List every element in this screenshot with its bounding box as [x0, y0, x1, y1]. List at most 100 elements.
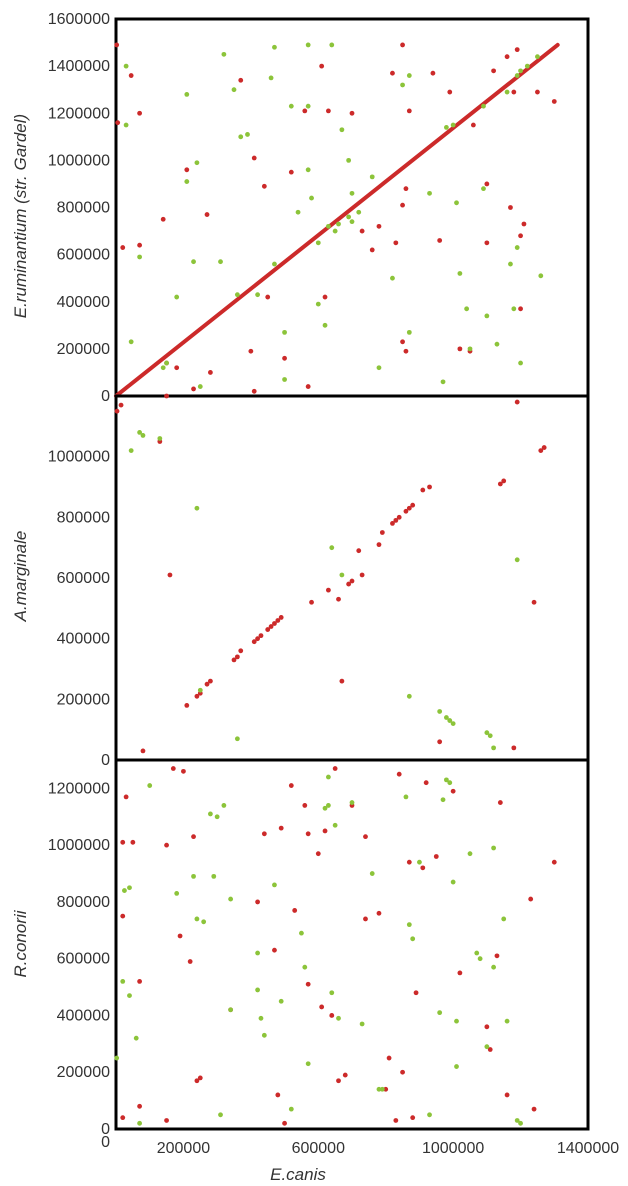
green-data-point	[524, 63, 530, 69]
green-data-point	[501, 916, 507, 922]
green-data-point	[437, 1010, 443, 1016]
green-data-point	[484, 1044, 490, 1050]
red-data-point	[261, 831, 267, 837]
red-data-point	[305, 384, 311, 389]
red-data-point	[118, 402, 124, 408]
green-data-point	[477, 956, 483, 962]
red-data-point	[437, 739, 443, 745]
green-data-point	[447, 718, 453, 723]
red-data-point	[137, 242, 143, 248]
green-data-point	[504, 89, 510, 95]
red-data-point	[268, 624, 274, 629]
y-tick-label: 1000000	[48, 837, 110, 854]
red-data-point	[393, 517, 399, 523]
green-data-point	[450, 122, 456, 128]
x-axis-title: E.canis	[270, 1165, 326, 1184]
y-tick-label: 1200000	[48, 105, 110, 122]
green-data-point	[447, 780, 453, 786]
green-data-point	[406, 73, 412, 78]
green-data-point	[390, 275, 395, 281]
green-data-point	[305, 1061, 311, 1067]
green-data-point	[518, 68, 523, 74]
red-data-point	[319, 1004, 325, 1010]
green-data-point	[245, 132, 250, 137]
red-data-point	[208, 370, 213, 375]
red-data-point	[305, 831, 311, 837]
red-data-point	[406, 505, 412, 511]
red-data-point	[191, 834, 196, 840]
panel-marginale: 0 200000 400000 600000 800000 1000000	[48, 393, 590, 769]
green-data-point	[437, 709, 443, 714]
green-data-point	[450, 879, 456, 885]
green-data-point	[228, 896, 234, 902]
green-data-point	[440, 797, 446, 803]
red-data-point	[258, 633, 264, 639]
y-tick-label: 600000	[57, 570, 110, 587]
red-data-point	[497, 481, 503, 487]
red-data-point	[427, 484, 432, 490]
green-data-point	[346, 214, 352, 220]
green-data-point	[538, 273, 544, 279]
red-data-point	[265, 627, 271, 632]
y-axis-title-ruminantium: E.ruminantium (str. Gardel)	[11, 114, 30, 318]
green-data-point	[514, 73, 520, 78]
green-data-point	[322, 322, 328, 328]
green-data-point	[128, 448, 134, 453]
red-data-point	[336, 596, 341, 602]
red-data-point	[261, 183, 267, 189]
green-data-point	[305, 103, 311, 109]
green-data-point	[467, 851, 473, 857]
x-tick-label: 0	[101, 1134, 110, 1151]
y-tick-label: 0	[101, 1121, 110, 1138]
red-data-point	[302, 803, 308, 808]
red-data-point	[349, 578, 355, 584]
red-data-point	[393, 240, 399, 246]
red-data-point	[494, 953, 500, 959]
green-data-point	[427, 1112, 432, 1118]
green-data-point	[487, 733, 493, 739]
red-data-point	[255, 636, 260, 642]
green-data-point	[491, 845, 496, 851]
red-data-point	[120, 1115, 126, 1121]
green-data-point	[194, 916, 200, 922]
red-data-point	[457, 970, 463, 976]
green-data-point	[288, 103, 294, 109]
red-data-point	[420, 865, 426, 871]
green-data-point	[238, 134, 244, 140]
green-data-point	[128, 339, 134, 345]
red-data-point	[164, 842, 169, 848]
red-data-point	[528, 896, 534, 902]
green-data-point	[218, 259, 223, 265]
red-data-point	[326, 587, 331, 593]
green-data-point	[194, 505, 200, 511]
red-data-point	[238, 648, 244, 654]
green-data-point	[406, 329, 412, 335]
red-data-point	[410, 502, 416, 508]
green-data-point	[114, 1055, 120, 1061]
green-data-point	[427, 190, 432, 196]
red-data-point	[251, 388, 257, 394]
green-data-point	[211, 873, 217, 879]
green-data-point	[332, 228, 338, 234]
red-data-point	[551, 859, 557, 865]
green-data-point	[376, 365, 382, 371]
green-data-point	[339, 127, 345, 133]
red-data-point	[288, 783, 294, 788]
red-data-point	[359, 228, 365, 234]
red-data-point	[504, 1092, 510, 1098]
y-tick-label: 1600000	[48, 11, 110, 28]
y-tick-label: 200000	[57, 1064, 110, 1081]
green-data-point	[336, 1015, 341, 1021]
green-data-point	[282, 329, 287, 335]
green-data-point	[514, 245, 520, 250]
red-data-point	[204, 681, 210, 687]
red-data-point	[491, 68, 496, 74]
green-data-point	[194, 160, 200, 166]
green-data-point	[444, 777, 449, 783]
red-data-point	[255, 899, 260, 905]
green-data-point	[514, 557, 520, 563]
red-data-point	[514, 399, 520, 405]
red-data-point	[177, 933, 183, 939]
green-data-point	[376, 1086, 382, 1092]
green-data-point	[278, 998, 284, 1004]
